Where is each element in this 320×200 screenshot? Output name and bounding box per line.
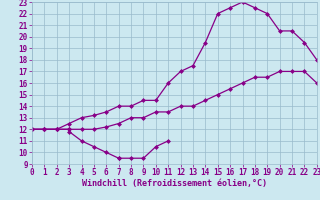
X-axis label: Windchill (Refroidissement éolien,°C): Windchill (Refroidissement éolien,°C) bbox=[82, 179, 267, 188]
